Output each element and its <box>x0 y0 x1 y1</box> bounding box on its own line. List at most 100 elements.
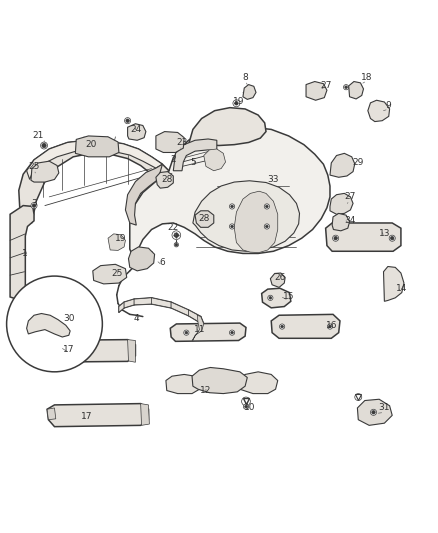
Circle shape <box>174 243 179 247</box>
Polygon shape <box>384 266 404 301</box>
Text: 26: 26 <box>274 273 286 282</box>
Polygon shape <box>127 124 146 140</box>
Circle shape <box>281 325 283 328</box>
Polygon shape <box>10 206 34 299</box>
Circle shape <box>269 296 272 299</box>
Text: 1: 1 <box>22 249 28 258</box>
Text: 20: 20 <box>85 140 96 149</box>
Text: 33: 33 <box>268 175 279 184</box>
Circle shape <box>264 204 269 209</box>
Text: 29: 29 <box>353 158 364 166</box>
Polygon shape <box>271 314 340 338</box>
Polygon shape <box>28 340 135 362</box>
Polygon shape <box>325 223 401 251</box>
Circle shape <box>242 397 251 406</box>
Text: 3: 3 <box>31 199 37 208</box>
Circle shape <box>328 325 331 328</box>
Circle shape <box>265 225 268 228</box>
Text: 15: 15 <box>283 293 294 302</box>
Polygon shape <box>193 181 300 251</box>
Circle shape <box>185 332 187 334</box>
Circle shape <box>332 235 339 241</box>
Polygon shape <box>188 108 266 146</box>
Text: 19: 19 <box>115 233 127 243</box>
Polygon shape <box>243 85 256 99</box>
Text: 23: 23 <box>177 138 188 147</box>
Text: 21: 21 <box>33 132 44 140</box>
Polygon shape <box>204 149 226 171</box>
Circle shape <box>230 224 235 229</box>
Polygon shape <box>128 247 155 271</box>
Polygon shape <box>75 136 119 157</box>
Circle shape <box>235 102 238 105</box>
Circle shape <box>391 237 394 240</box>
Circle shape <box>174 233 179 237</box>
Polygon shape <box>261 288 291 308</box>
Circle shape <box>233 100 240 107</box>
Polygon shape <box>270 273 285 287</box>
Text: 31: 31 <box>378 403 390 413</box>
Circle shape <box>231 225 233 228</box>
Text: 28: 28 <box>161 175 173 184</box>
Circle shape <box>371 409 377 415</box>
Polygon shape <box>19 140 169 223</box>
Circle shape <box>41 142 47 149</box>
Circle shape <box>32 204 36 207</box>
Circle shape <box>230 330 235 335</box>
Text: 16: 16 <box>326 321 338 330</box>
Text: 5: 5 <box>190 158 196 166</box>
Text: 10: 10 <box>244 403 255 413</box>
Circle shape <box>244 404 249 409</box>
Circle shape <box>343 85 349 90</box>
Polygon shape <box>192 315 204 341</box>
Polygon shape <box>349 82 364 99</box>
Polygon shape <box>239 372 278 393</box>
Polygon shape <box>47 403 148 426</box>
Text: 25: 25 <box>111 269 122 278</box>
Text: 28: 28 <box>198 214 209 223</box>
Polygon shape <box>332 213 350 231</box>
Polygon shape <box>330 193 353 214</box>
Circle shape <box>264 224 269 229</box>
Circle shape <box>265 205 268 208</box>
Polygon shape <box>171 302 188 316</box>
Text: 25: 25 <box>28 162 40 171</box>
Polygon shape <box>134 298 152 305</box>
Polygon shape <box>234 191 278 253</box>
Text: 17: 17 <box>63 345 74 354</box>
Circle shape <box>175 244 178 246</box>
Polygon shape <box>173 139 217 171</box>
Circle shape <box>279 324 285 329</box>
Circle shape <box>268 295 273 301</box>
Polygon shape <box>368 100 390 122</box>
Polygon shape <box>156 172 173 188</box>
Circle shape <box>231 332 233 334</box>
Polygon shape <box>156 132 184 152</box>
Circle shape <box>245 405 247 408</box>
Circle shape <box>355 393 362 400</box>
Circle shape <box>184 330 189 335</box>
Text: 19: 19 <box>233 96 244 106</box>
Polygon shape <box>47 408 56 419</box>
Polygon shape <box>330 154 355 177</box>
Text: 13: 13 <box>378 229 390 238</box>
Polygon shape <box>199 317 204 329</box>
Polygon shape <box>27 140 162 180</box>
Circle shape <box>334 237 337 240</box>
Circle shape <box>230 204 235 209</box>
Text: 11: 11 <box>194 325 205 334</box>
Text: 18: 18 <box>361 72 373 82</box>
Polygon shape <box>357 399 392 425</box>
Polygon shape <box>192 367 247 393</box>
Text: 4: 4 <box>134 314 139 323</box>
Text: 34: 34 <box>344 216 355 225</box>
Polygon shape <box>124 299 134 308</box>
Polygon shape <box>127 340 135 362</box>
Circle shape <box>172 231 181 239</box>
Circle shape <box>345 86 347 88</box>
Circle shape <box>231 205 233 208</box>
Circle shape <box>42 143 46 148</box>
Polygon shape <box>125 164 162 225</box>
Circle shape <box>126 119 129 123</box>
Circle shape <box>389 235 395 241</box>
